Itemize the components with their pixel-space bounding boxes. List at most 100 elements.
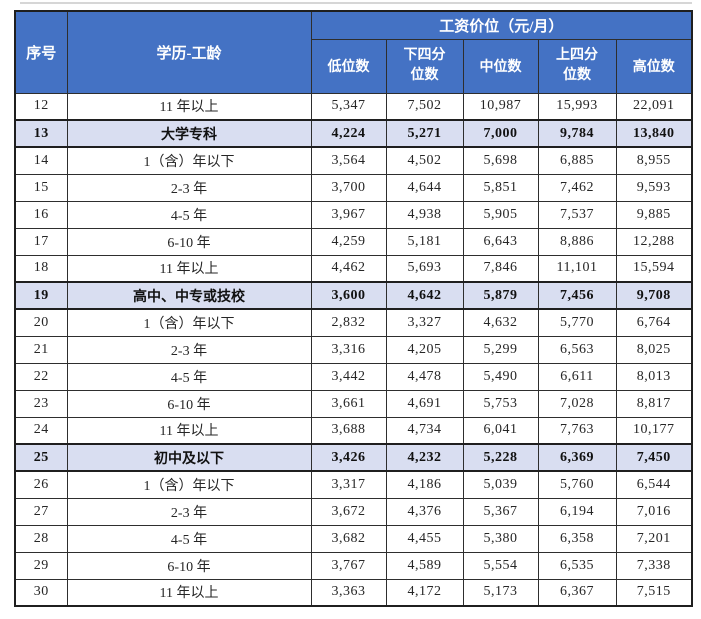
row-value: 5,905 xyxy=(462,200,539,229)
row-value: 4,259 xyxy=(310,227,387,256)
table-row: 19 高中、中专或技校 3,600 4,642 5,879 7,456 9,708 xyxy=(14,281,693,310)
row-label: 6-10 年 xyxy=(66,551,312,580)
row-value: 5,173 xyxy=(462,578,539,607)
row-serial: 18 xyxy=(14,254,68,283)
row-value: 3,327 xyxy=(385,308,464,337)
row-serial: 21 xyxy=(14,335,68,364)
row-value: 3,600 xyxy=(310,281,387,310)
row-value: 3,363 xyxy=(310,578,387,607)
row-label: 11 年以上 xyxy=(66,578,312,607)
header-salary-group: 工资价位（元/月） xyxy=(310,10,693,40)
table-row: 12 11 年以上 5,347 7,502 10,987 15,993 22,091 xyxy=(14,92,693,121)
header-lower-quartile: 下四分 位数 xyxy=(385,38,464,94)
row-value: 6,643 xyxy=(462,227,539,256)
row-serial: 30 xyxy=(14,578,68,607)
row-value: 7,537 xyxy=(537,200,617,229)
row-value: 4,734 xyxy=(385,416,464,445)
row-value: 5,698 xyxy=(462,146,539,175)
row-value: 4,232 xyxy=(385,443,464,472)
row-value: 4,632 xyxy=(462,308,539,337)
row-label: 6-10 年 xyxy=(66,389,312,418)
header-row-group: 序号 学历-工龄 工资价位（元/月） xyxy=(14,10,693,94)
row-value: 5,228 xyxy=(462,443,539,472)
row-serial: 20 xyxy=(14,308,68,337)
row-label: 初中及以下 xyxy=(66,443,312,472)
row-value: 7,201 xyxy=(615,524,693,553)
row-label: 4-5 年 xyxy=(66,200,312,229)
table-row: 21 2-3 年 3,316 4,205 5,299 6,563 8,025 xyxy=(14,335,693,364)
row-value: 7,450 xyxy=(615,443,693,472)
row-label: 2-3 年 xyxy=(66,497,312,526)
row-value: 3,316 xyxy=(310,335,387,364)
header-education-tenure: 学历-工龄 xyxy=(66,10,312,94)
page-top-divider xyxy=(20,2,692,4)
row-value: 5,879 xyxy=(462,281,539,310)
table-row: 20 1（含）年以下 2,832 3,327 4,632 5,770 6,764 xyxy=(14,308,693,337)
row-label: 11 年以上 xyxy=(66,92,312,121)
table-row: 16 4-5 年 3,967 4,938 5,905 7,537 9,885 xyxy=(14,200,693,229)
row-value: 5,760 xyxy=(537,470,617,499)
table-row: 29 6-10 年 3,767 4,589 5,554 6,535 7,338 xyxy=(14,551,693,580)
row-value: 7,462 xyxy=(537,173,617,202)
row-value: 10,987 xyxy=(462,92,539,121)
table-row: 22 4-5 年 3,442 4,478 5,490 6,611 8,013 xyxy=(14,362,693,391)
salary-table: 序号 学历-工龄 工资价位（元/月） 低位数 下四分 位数 中位数 上四分 位数… xyxy=(14,10,694,607)
row-label: 2-3 年 xyxy=(66,173,312,202)
row-value: 3,564 xyxy=(310,146,387,175)
header-row-sub: 低位数 下四分 位数 中位数 上四分 位数 高位数 xyxy=(15,38,693,94)
row-value: 7,763 xyxy=(537,416,617,445)
row-value: 5,299 xyxy=(462,335,539,364)
row-value: 2,832 xyxy=(310,308,387,337)
row-label: 4-5 年 xyxy=(66,524,312,553)
row-serial: 23 xyxy=(14,389,68,418)
row-value: 6,544 xyxy=(615,470,693,499)
row-value: 5,490 xyxy=(462,362,539,391)
row-label: 1（含）年以下 xyxy=(66,146,312,175)
row-value: 6,358 xyxy=(537,524,617,553)
row-value: 4,938 xyxy=(385,200,464,229)
row-value: 13,840 xyxy=(615,119,693,148)
row-value: 3,688 xyxy=(310,416,387,445)
row-value: 4,589 xyxy=(385,551,464,580)
row-value: 5,039 xyxy=(462,470,539,499)
row-value: 4,644 xyxy=(385,173,464,202)
row-label: 1（含）年以下 xyxy=(66,308,312,337)
row-value: 7,028 xyxy=(537,389,617,418)
row-value: 3,317 xyxy=(310,470,387,499)
table-row: 15 2-3 年 3,700 4,644 5,851 7,462 9,593 xyxy=(14,173,693,202)
row-value: 5,851 xyxy=(462,173,539,202)
row-serial: 25 xyxy=(14,443,68,472)
row-serial: 16 xyxy=(14,200,68,229)
row-value: 5,770 xyxy=(537,308,617,337)
row-value: 9,708 xyxy=(615,281,693,310)
row-serial: 15 xyxy=(14,173,68,202)
row-value: 4,462 xyxy=(310,254,387,283)
table-row: 30 11 年以上 3,363 4,172 5,173 6,367 7,515 xyxy=(14,578,693,607)
row-value: 22,091 xyxy=(615,92,693,121)
row-value: 6,194 xyxy=(537,497,617,526)
row-value: 4,478 xyxy=(385,362,464,391)
row-serial: 26 xyxy=(14,470,68,499)
row-value: 5,271 xyxy=(385,119,464,148)
row-value: 7,016 xyxy=(615,497,693,526)
row-value: 6,764 xyxy=(615,308,693,337)
row-value: 6,367 xyxy=(537,578,617,607)
header-upper-quartile: 上四分 位数 xyxy=(537,38,617,94)
header-low: 低位数 xyxy=(310,38,387,94)
table-row: 25 初中及以下 3,426 4,232 5,228 6,369 7,450 xyxy=(14,443,693,472)
row-value: 5,693 xyxy=(385,254,464,283)
row-value: 11,101 xyxy=(537,254,617,283)
row-value: 5,347 xyxy=(310,92,387,121)
row-label: 大学专科 xyxy=(66,119,312,148)
row-value: 4,502 xyxy=(385,146,464,175)
row-value: 3,672 xyxy=(310,497,387,526)
row-serial: 22 xyxy=(14,362,68,391)
header-serial: 序号 xyxy=(14,10,68,94)
row-value: 4,376 xyxy=(385,497,464,526)
row-value: 6,369 xyxy=(537,443,617,472)
row-value: 7,000 xyxy=(462,119,539,148)
row-value: 15,594 xyxy=(615,254,693,283)
row-value: 4,691 xyxy=(385,389,464,418)
row-value: 3,661 xyxy=(310,389,387,418)
row-value: 8,817 xyxy=(615,389,693,418)
